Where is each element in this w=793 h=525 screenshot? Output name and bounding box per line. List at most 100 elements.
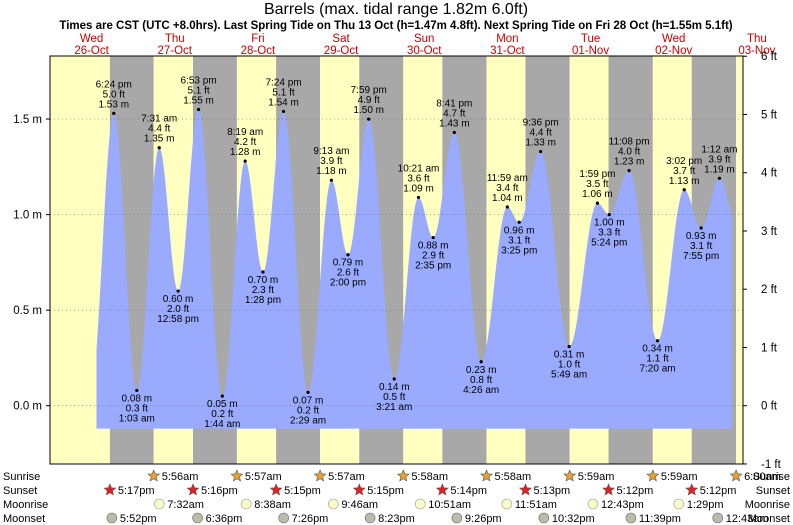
tide-label: 11:59 am	[487, 173, 528, 184]
sunrise-icon	[729, 469, 743, 482]
moonrise-time: 11:51am	[515, 499, 557, 511]
tide-label: 4.4 ft	[530, 128, 552, 139]
tide-label: 0.3 ft	[126, 403, 148, 414]
moonrise-icon	[501, 498, 513, 510]
row-label-right: Sunset	[756, 485, 790, 497]
tide-label: 1.04 m	[492, 193, 523, 204]
high-tide-point	[196, 107, 201, 112]
tide-label: 0.70 m	[248, 275, 279, 286]
tide-label: 7:31 am	[141, 114, 177, 125]
y-tick-label: 1.5 m	[13, 114, 42, 126]
y2-tick-label: 5 ft	[761, 109, 778, 121]
tide-label: 0.05 m	[207, 399, 238, 410]
low-tide-point	[479, 360, 483, 364]
tide-label: 0.8 ft	[470, 375, 492, 386]
y-tick-label: 0.5 m	[13, 305, 42, 317]
tide-label: 3.9 ft	[708, 154, 730, 165]
high-tide-point	[416, 195, 421, 200]
tide-label: 0.96 m	[504, 225, 535, 236]
tide-label: 0.31 m	[554, 349, 585, 360]
tide-label: 9:13 am	[313, 146, 349, 157]
low-tide-point	[346, 253, 350, 257]
y2-tick-label: 0 ft	[761, 401, 778, 413]
tide-label: 1:03 am	[119, 413, 155, 424]
day-date-label: 31-Oct	[490, 45, 525, 57]
tide-label: 7:24 pm	[265, 77, 301, 88]
tide-label: 1:28 pm	[245, 295, 281, 306]
sunset-time: 5:12pm	[700, 485, 737, 497]
sunrise-icon	[563, 469, 577, 482]
sunset-icon	[518, 483, 532, 496]
day-name-label: Tue	[581, 33, 600, 45]
sunrise-time: 6:00am	[744, 471, 781, 483]
day-name-label: Sun	[414, 33, 434, 45]
tide-label: 2:00 pm	[330, 278, 366, 289]
tide-label: 4.4 ft	[148, 124, 170, 135]
tide-annotations: 6:24 pm5.0 ft1.53 m 0.08 m0.3 ft1:03 am 7:…	[96, 76, 738, 431]
tide-label: 1.53 m	[98, 99, 129, 110]
y-tick-label: 0.0 m	[13, 401, 42, 413]
day-name-label: Thu	[165, 33, 185, 45]
low-tide-point	[392, 377, 396, 381]
high-tide-point	[329, 178, 334, 182]
moonset-icon	[625, 512, 637, 524]
high-tide-point	[112, 111, 116, 115]
tide-label: 3.9 ft	[320, 156, 342, 167]
tide-label: 0.2 ft	[211, 409, 233, 420]
sunset-time: 5:12pm	[617, 485, 654, 497]
tide-label: 11:08 pm	[609, 137, 650, 148]
tide-label: 2.0 ft	[167, 304, 189, 315]
sunset-time: 5:13pm	[533, 485, 570, 497]
row-label-left: Moonrise	[3, 499, 48, 511]
moonrise-icon	[153, 498, 165, 510]
moonset-icon	[278, 512, 289, 524]
tide-label: 3.6 ft	[407, 173, 429, 184]
day-date-label: 27-Oct	[157, 45, 192, 57]
tide-label: 3.4 ft	[496, 183, 518, 194]
tide-label: 2.6 ft	[337, 268, 359, 279]
chart-subtitle: Times are CST (UTC +8.0hrs). Last Spring…	[59, 20, 732, 32]
tide-label: 5:24 pm	[591, 238, 627, 249]
sunrise-time: 5:56am	[162, 471, 199, 483]
sunrise-time: 5:57am	[245, 471, 282, 483]
sunset-icon	[186, 483, 200, 496]
high-tide-point	[717, 176, 722, 180]
y2-tick-label: 2 ft	[761, 284, 778, 296]
low-tide-point	[306, 390, 310, 394]
moonrise-time: 1:29pm	[687, 499, 724, 511]
day-name-label: Wed	[662, 33, 685, 45]
tide-label: 0.2 ft	[297, 405, 319, 416]
tide-label: 3.7 ft	[673, 166, 695, 177]
tide-label: 1.23 m	[614, 157, 645, 168]
row-label-left: Moonset	[3, 513, 45, 525]
tide-label: 0.07 m	[293, 395, 324, 406]
y2-tick-label: 1 ft	[761, 342, 778, 354]
tide-label: 4.9 ft	[358, 95, 380, 106]
sunrise-icon	[396, 469, 410, 482]
tide-label: 1.18 m	[316, 166, 347, 177]
tide-label: 1:59 pm	[579, 169, 615, 180]
day-name-label: Sat	[332, 33, 350, 45]
high-tide-point	[243, 159, 247, 163]
moonset-time: 6:36pm	[206, 513, 243, 525]
sunrise-icon	[147, 469, 161, 482]
tide-label: 0.14 m	[379, 382, 410, 393]
tide-label: 2:29 am	[290, 415, 326, 426]
sunset-time: 5:15pm	[284, 485, 321, 497]
moonset-icon	[451, 512, 463, 524]
sunset-icon	[352, 483, 366, 496]
high-tide-point	[505, 205, 509, 209]
moonrise-time: 7:32am	[167, 499, 204, 511]
moonrise-icon	[240, 498, 252, 510]
tide-label: 1.33 m	[525, 138, 556, 149]
tide-label: 6:53 pm	[181, 76, 217, 87]
tide-label: 8:41 pm	[436, 98, 472, 109]
high-tide-point	[595, 201, 600, 205]
moonset-time: 12:43am	[726, 513, 769, 525]
tide-label: 0.08 m	[122, 393, 153, 404]
sunset-time: 5:14pm	[450, 485, 487, 497]
moonset-time: 8:23pm	[378, 513, 415, 525]
sunrise-time: 5:59am	[578, 471, 615, 483]
low-tide-point	[135, 388, 139, 393]
day-name-label: Thu	[747, 33, 767, 45]
